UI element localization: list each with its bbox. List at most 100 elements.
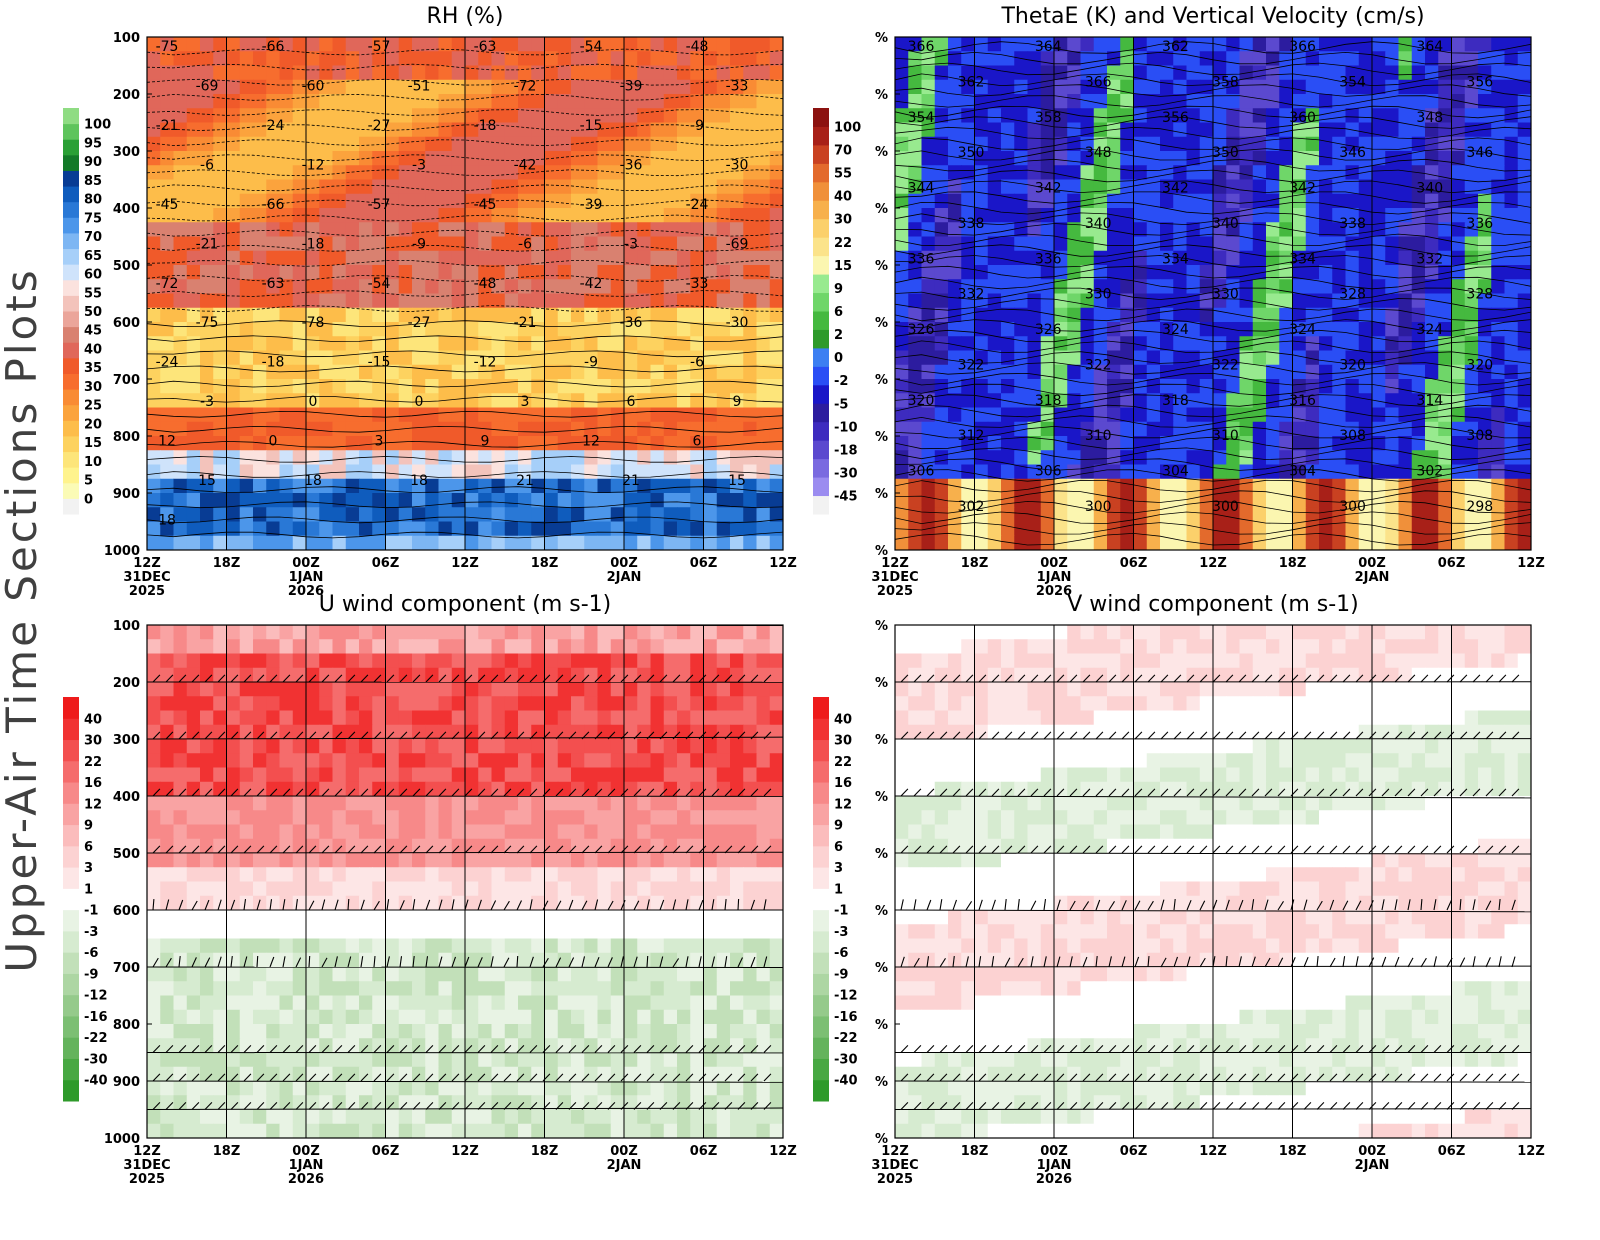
field-cell [1014,450,1028,465]
field-cell [333,194,347,209]
field-cell [677,739,691,754]
field-cell [651,625,665,640]
field-cell [908,351,922,366]
field-cell [651,796,665,811]
field-cell [425,536,439,551]
field-cell [624,94,638,109]
field-cell [346,939,360,954]
field-cell [677,251,691,266]
field-cell [935,151,949,166]
field-cell [757,94,771,109]
field-cell [452,654,466,669]
field-cell [624,711,638,726]
field-cell [1491,265,1505,280]
colorbar-label: 50 [84,305,102,320]
field-cell [908,94,922,109]
contour-label: -72 [156,276,179,292]
field-cell [770,522,784,537]
field-cell [571,308,585,323]
field-cell [425,137,439,152]
field-cell [1385,123,1399,138]
field-cell [266,810,280,825]
field-cell [346,625,360,640]
field-cell [1412,66,1426,81]
field-cell [531,351,545,366]
field-cell [1094,165,1108,180]
contour-label: -6 [690,355,704,371]
field-cell [922,208,936,223]
field-cell [187,625,201,640]
field-cell [425,194,439,209]
field-cell [531,625,545,640]
field-cell [637,825,651,840]
field-cell [213,768,227,783]
field-cell [1107,108,1121,123]
colorbar-swatch [63,217,79,233]
contour-label: -6 [518,236,532,252]
field-cell [465,924,479,939]
field-cell [412,867,426,882]
field-cell [1293,94,1307,109]
field-cell [359,725,373,740]
y-tick-label: % [875,373,888,388]
field-cell [637,867,651,882]
field-cell [213,265,227,280]
field-cell [531,839,545,854]
field-cell [253,853,267,868]
field-cell [505,108,519,123]
field-cell [240,796,254,811]
rh-panel: RH (%)100200300400500600700800900100012Z… [63,4,797,599]
contour-label: -9 [584,355,598,371]
field-cell [359,696,373,711]
field-cell [1120,365,1134,380]
field-cell [439,739,453,754]
field-cell [1187,208,1201,223]
field-cell [174,251,188,266]
field-cell [439,408,453,423]
field-cell [770,66,784,81]
field-cell [425,939,439,954]
field-cell [1372,237,1386,252]
colorbar-swatch [63,373,79,389]
field-cell [174,294,188,309]
field-cell [677,696,691,711]
field-cell [386,151,400,166]
contour-label: -63 [474,39,497,55]
field-cell [280,853,294,868]
field-cell [372,896,386,911]
field-cell [227,910,241,925]
field-cell [770,696,784,711]
field-cell [690,739,704,754]
field-cell [531,393,545,408]
field-cell [545,825,559,840]
field-cell [425,294,439,309]
field-cell [399,51,413,66]
field-cell [1266,208,1280,223]
contour-label: 322 [1085,357,1112,373]
field-cell [333,739,347,754]
field-cell [439,237,453,252]
field-cell [664,279,678,294]
field-cell [412,180,426,195]
field-cell [174,308,188,323]
field-cell [757,853,771,868]
contour-label: 9 [481,434,490,450]
field-cell [584,882,598,897]
contour-label: 322 [958,357,985,373]
field-cell [1346,408,1360,423]
field-cell [1438,80,1452,95]
field-cell [690,465,704,480]
colorbar-swatch [63,483,79,499]
field-cell [386,725,400,740]
field-cell [187,910,201,925]
field-cell [425,522,439,537]
field-cell [465,796,479,811]
field-cell [399,436,413,451]
field-cell [439,66,453,81]
field-cell [1213,393,1227,408]
field-cell [187,853,201,868]
field-cell [266,924,280,939]
field-cell [545,839,559,854]
field-cell [624,108,638,123]
field-cell [253,825,267,840]
